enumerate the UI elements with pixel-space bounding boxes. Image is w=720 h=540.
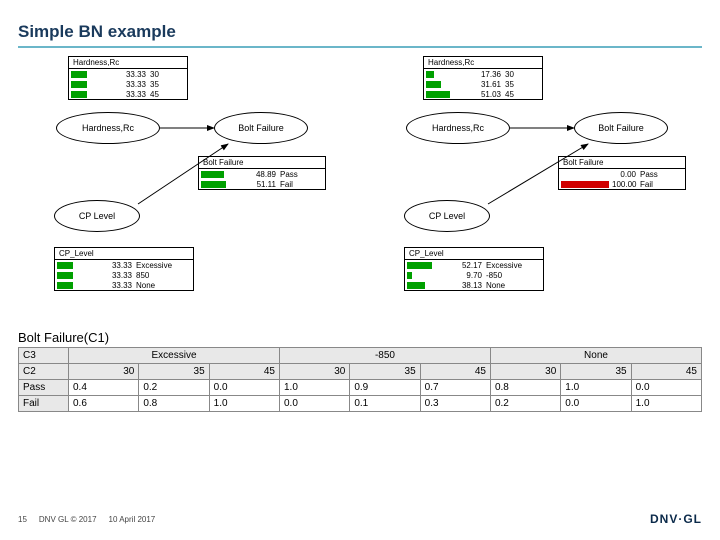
- c2-val: 30: [279, 364, 349, 380]
- cpt-table: C3 Excessive -850 None C2 30 35 45 30 35…: [18, 347, 702, 412]
- bar-row: 33.3330: [69, 69, 187, 79]
- c3-val: Excessive: [69, 348, 280, 364]
- logo: DNV·GL: [650, 512, 702, 526]
- cpt-title: Bolt Failure(C1): [18, 330, 702, 345]
- cpt-cell: 0.8: [490, 380, 560, 396]
- bar-row: 9.70-850: [405, 270, 543, 280]
- cpt-cell: 0.0: [209, 380, 279, 396]
- bar-row: 33.33Excessive: [55, 260, 193, 270]
- row-label: Fail: [19, 396, 69, 412]
- cp-ellipse-right: CP Level: [404, 200, 490, 232]
- table-row: Fail 0.60.81.00.00.10.30.20.01.0: [19, 396, 702, 412]
- box-title: CP_Level: [405, 248, 543, 259]
- row-label: Pass: [19, 380, 69, 396]
- hardness-ellipse-right: Hardness,Rc: [406, 112, 510, 144]
- bar-row: 33.33None: [55, 280, 193, 290]
- date: 10 April 2017: [109, 515, 156, 524]
- bolt-failure-box-right: Bolt Failure 0.00Pass100.00Fail: [558, 156, 686, 190]
- table-row: C2 30 35 45 30 35 45 30 35 45: [19, 364, 702, 380]
- copyright: DNV GL © 2017: [39, 515, 97, 524]
- cpt-cell: 1.0: [561, 380, 631, 396]
- bar-row: 17.3630: [424, 69, 542, 79]
- bar-row: 31.6135: [424, 79, 542, 89]
- footer: 15 DNV GL © 2017 10 April 2017: [18, 515, 702, 524]
- slide-title: Simple BN example: [18, 22, 176, 42]
- c2-val: 30: [490, 364, 560, 380]
- table-row: C3 Excessive -850 None: [19, 348, 702, 364]
- bar-row: 48.89Pass: [199, 169, 325, 179]
- cpt-cell: 0.2: [490, 396, 560, 412]
- bar-row: 0.00Pass: [559, 169, 685, 179]
- bar-row: 51.11Fail: [199, 179, 325, 189]
- c3-val: -850: [279, 348, 490, 364]
- cpt-cell: 0.6: [69, 396, 139, 412]
- bolt-failure-box-left: Bolt Failure 48.89Pass51.11Fail: [198, 156, 326, 190]
- bar-row: 100.00Fail: [559, 179, 685, 189]
- box-title: Hardness,Rc: [69, 57, 187, 68]
- c2-val: 45: [631, 364, 701, 380]
- c2-val: 45: [420, 364, 490, 380]
- page-number: 15: [18, 515, 27, 524]
- c2-val: 35: [139, 364, 209, 380]
- table-row: Pass 0.40.20.01.00.90.70.81.00.0: [19, 380, 702, 396]
- box-title: CP_Level: [55, 248, 193, 259]
- cpt-cell: 0.2: [139, 380, 209, 396]
- cpt-cell: 0.0: [279, 396, 349, 412]
- cpt-cell: 1.0: [631, 396, 701, 412]
- cpt-cell: 0.9: [350, 380, 420, 396]
- bar-row: 52.17Excessive: [405, 260, 543, 270]
- c2-val: 35: [561, 364, 631, 380]
- c3-val: None: [490, 348, 701, 364]
- c3-label: C3: [19, 348, 69, 364]
- bar-row: 51.0345: [424, 89, 542, 99]
- cpt-cell: 0.7: [420, 380, 490, 396]
- cpt-cell: 1.0: [279, 380, 349, 396]
- box-title: Hardness,Rc: [424, 57, 542, 68]
- bolt-ellipse-right: Bolt Failure: [574, 112, 668, 144]
- cpt-cell: 1.0: [209, 396, 279, 412]
- box-title: Bolt Failure: [199, 157, 325, 168]
- bar-row: 38.13None: [405, 280, 543, 290]
- hardness-box-right: Hardness,Rc 17.363031.613551.0345: [423, 56, 543, 100]
- cpt-cell: 0.0: [631, 380, 701, 396]
- cpt-cell: 0.8: [139, 396, 209, 412]
- hardness-ellipse-left: Hardness,Rc: [56, 112, 160, 144]
- cpt-cell: 0.4: [69, 380, 139, 396]
- bar-row: 33.33850: [55, 270, 193, 280]
- cpt-area: Bolt Failure(C1) C3 Excessive -850 None …: [18, 330, 702, 412]
- c2-val: 45: [209, 364, 279, 380]
- cpt-cell: 0.0: [561, 396, 631, 412]
- box-title: Bolt Failure: [559, 157, 685, 168]
- bar-row: 33.3335: [69, 79, 187, 89]
- cp-ellipse-left: CP Level: [54, 200, 140, 232]
- bar-row: 33.3345: [69, 89, 187, 99]
- title-underline: [18, 46, 702, 48]
- cpt-cell: 0.1: [350, 396, 420, 412]
- c2-val: 30: [69, 364, 139, 380]
- diagram-area: Hardness,Rc 33.333033.333533.3345 Hardne…: [18, 52, 702, 312]
- c2-val: 35: [350, 364, 420, 380]
- cp-box-left: CP_Level 33.33Excessive33.3385033.33None: [54, 247, 194, 291]
- c2-label: C2: [19, 364, 69, 380]
- bolt-ellipse-left: Bolt Failure: [214, 112, 308, 144]
- hardness-box-left: Hardness,Rc 33.333033.333533.3345: [68, 56, 188, 100]
- cpt-cell: 0.3: [420, 396, 490, 412]
- cp-box-right: CP_Level 52.17Excessive9.70-85038.13None: [404, 247, 544, 291]
